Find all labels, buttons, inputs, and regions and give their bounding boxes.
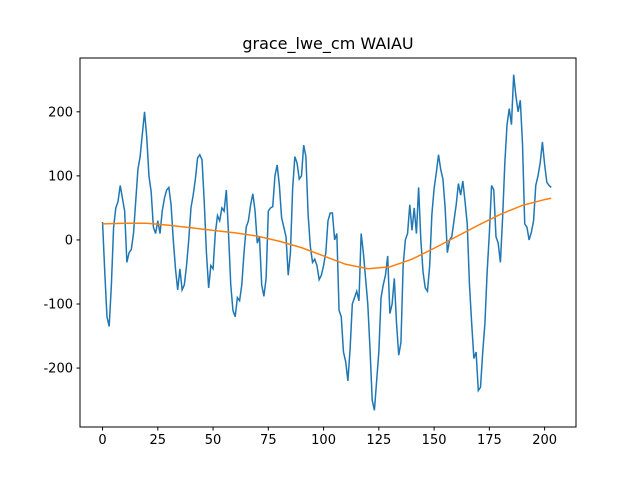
x-tick-label: 0 <box>98 433 106 448</box>
x-tick-label: 150 <box>422 433 447 448</box>
plot-area <box>101 74 552 411</box>
axes-frame <box>79 57 577 428</box>
data-line <box>102 197 552 270</box>
x-tick-label: 75 <box>260 433 277 448</box>
y-tick-label: 0 <box>65 233 73 248</box>
y-tick-label: -200 <box>43 362 73 377</box>
chart-title: grace_lwe_cm WAIAU <box>242 34 413 54</box>
x-tick-label: 100 <box>311 433 336 448</box>
x-tick-label: 200 <box>532 433 557 448</box>
y-tick-label: -100 <box>43 298 73 313</box>
y-tick-label: 100 <box>48 169 73 184</box>
x-tick-label: 125 <box>366 433 391 448</box>
data-line <box>101 74 552 411</box>
y-tick-label: 200 <box>48 105 73 120</box>
x-tick-label: 25 <box>150 433 167 448</box>
x-tick-label: 50 <box>205 433 222 448</box>
x-tick-label: 175 <box>477 433 502 448</box>
